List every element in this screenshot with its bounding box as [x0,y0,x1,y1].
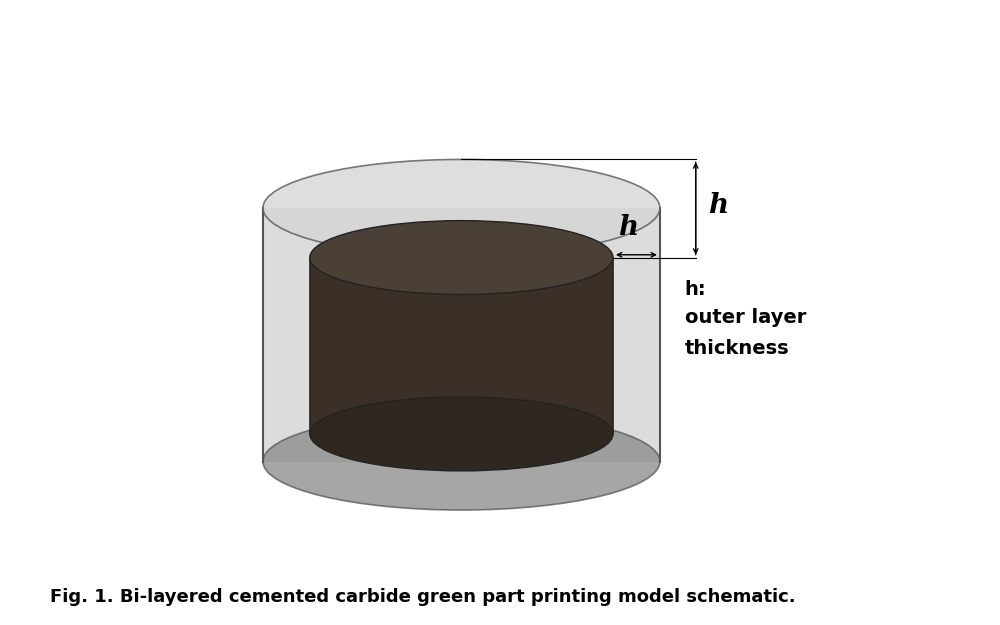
Text: outer layer: outer layer [685,308,806,328]
Text: h: h [618,214,638,241]
Ellipse shape [310,221,613,294]
Polygon shape [263,208,660,461]
Polygon shape [310,258,613,434]
Text: Fig. 1. Bi-layered cemented carbide green part printing model schematic.: Fig. 1. Bi-layered cemented carbide gree… [50,588,796,606]
Ellipse shape [263,413,660,510]
Text: h: h [708,192,728,219]
Ellipse shape [263,159,660,256]
Ellipse shape [310,397,613,471]
Text: h:: h: [685,279,706,299]
Text: thickness: thickness [685,339,789,358]
